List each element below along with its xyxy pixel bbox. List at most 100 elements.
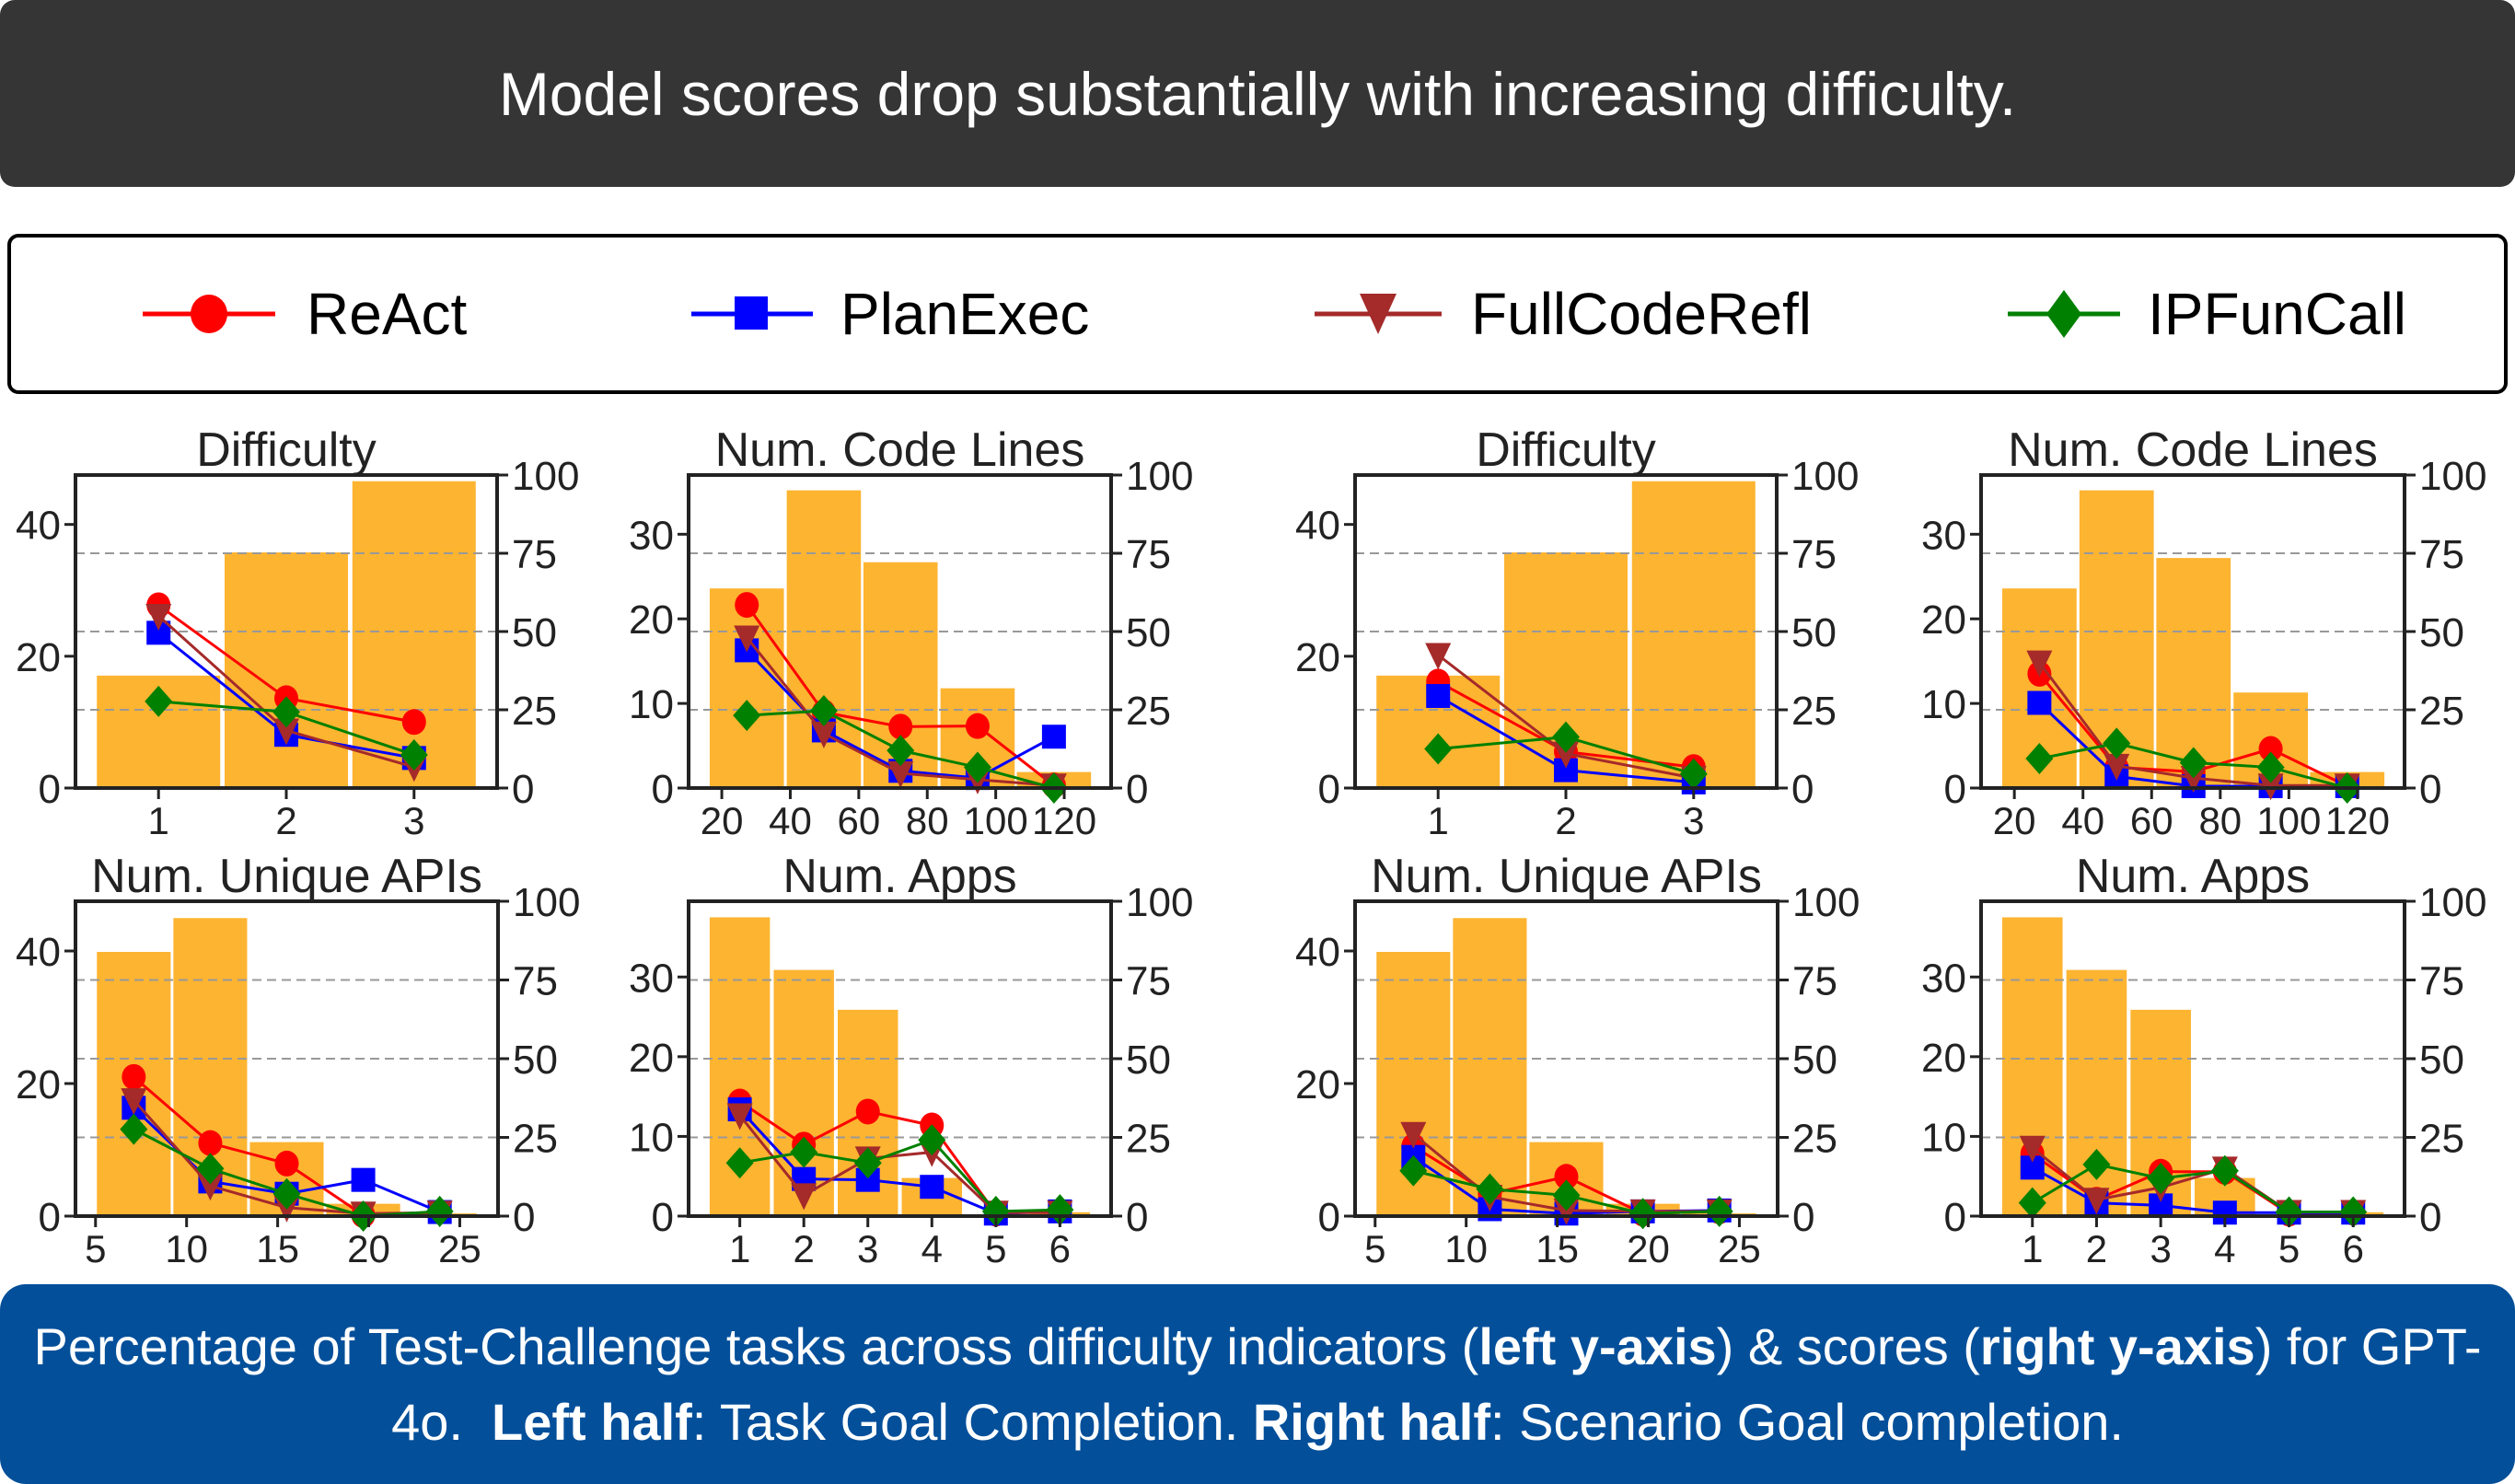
y-right-tick-label: 25: [2419, 1117, 2464, 1162]
data-point-ipfuncall: [2339, 1196, 2368, 1228]
data-point-ipfuncall: [809, 695, 838, 727]
y-left-tick-label: 0: [1944, 1195, 1966, 1240]
y-left-tick-label: 0: [1318, 1195, 1340, 1240]
caption-segment: : Scenario Goal completion.: [1490, 1392, 2124, 1451]
subplot-4: Num. Code Lines 0 10 20 30 0 25 50 75 100 20 40 60 80…: [1921, 423, 2486, 842]
x-tick-label: 60: [838, 799, 881, 842]
y-right-tick-label: 25: [512, 689, 557, 734]
subplot-1: Difficulty 0 20 40 0 25 50 75 100 1 2 3: [16, 423, 579, 842]
data-point-fullcoderefl: [197, 1174, 224, 1201]
y-right-tick-label: 50: [512, 610, 557, 655]
data-point-ipfuncall: [120, 1113, 148, 1145]
data-point-ipfuncall: [1679, 758, 1708, 790]
x-tick-label: 80: [2198, 799, 2242, 842]
x-tick-label: 15: [1536, 1227, 1579, 1270]
data-point-ipfuncall: [2179, 747, 2208, 779]
y-right-tick-label: 50: [1126, 610, 1171, 655]
data-point-react: [888, 713, 913, 740]
subplot-title: Num. Unique APIs: [1371, 850, 1762, 903]
data-point-planexec: [1041, 725, 1066, 749]
y-right-tick-label: 0: [1126, 1195, 1148, 1240]
y-right-tick-label: 100: [512, 454, 579, 499]
data-point-ipfuncall: [2147, 1162, 2175, 1194]
caption-segment: : Task Goal Completion.: [691, 1392, 1253, 1451]
x-tick-label: 2: [1555, 799, 1576, 842]
x-tick-label: 80: [906, 799, 949, 842]
data-point-planexec: [2027, 690, 2052, 715]
y-left-tick-label: 40: [1295, 504, 1340, 549]
y-right-tick-label: 100: [1126, 880, 1193, 925]
x-tick-label: 5: [85, 1227, 106, 1270]
y-right-tick-label: 50: [2419, 1038, 2464, 1083]
data-point-fullcoderefl: [2083, 1188, 2110, 1215]
y-right-tick-label: 50: [1792, 1038, 1837, 1083]
x-tick-label: 15: [256, 1227, 299, 1270]
y-right-tick-label: 25: [1126, 1117, 1171, 1162]
y-right-tick-label: 75: [512, 532, 557, 577]
bar: [350, 479, 478, 789]
subplot-7: Num. Unique APIs 0 20 40 0 25 50 75 100 5 10 15 20 25: [1295, 850, 1860, 1270]
data-point-fullcoderefl: [145, 604, 172, 631]
y-right-tick-label: 100: [1791, 454, 1859, 499]
subplot-title: Num. Code Lines: [715, 423, 1085, 477]
data-point-ipfuncall: [1552, 1179, 1581, 1212]
data-point-fullcoderefl: [121, 1088, 147, 1116]
x-tick-label: 5: [2278, 1227, 2300, 1270]
data-point-ipfuncall: [981, 1195, 1010, 1227]
x-tick-label: 3: [1683, 799, 1704, 842]
data-point-fullcoderefl: [1425, 643, 1452, 670]
data-point-ipfuncall: [1628, 1198, 1657, 1230]
x-tick-label: 25: [1718, 1227, 1761, 1270]
y-right-tick-label: 75: [1126, 959, 1171, 1004]
data-point-ipfuncall: [918, 1124, 946, 1156]
data-point-react: [2258, 736, 2283, 762]
caption-segment: ) for GPT-4o.: [391, 1316, 2482, 1451]
bar: [1451, 916, 1529, 1218]
data-point-ipfuncall: [2018, 1187, 2046, 1219]
data-point-ipfuncall: [887, 735, 915, 767]
y-right-tick-label: 0: [1791, 767, 1814, 812]
data-point-ipfuncall: [1399, 1154, 1428, 1187]
y-left-tick-label: 20: [1921, 597, 1966, 643]
y-left-tick-label: 20: [16, 635, 61, 680]
x-tick-label: 40: [769, 799, 812, 842]
x-tick-label: 20: [1993, 799, 2036, 842]
data-point-ipfuncall: [196, 1153, 225, 1185]
y-right-tick-label: 25: [1791, 689, 1837, 734]
subplot-3: Difficulty 0 20 40 0 25 50 75 100 1 2 3: [1295, 423, 1859, 842]
data-point-fullcoderefl: [1553, 741, 1579, 769]
data-point-ipfuncall: [2025, 743, 2054, 775]
data-point-ipfuncall: [2103, 727, 2131, 759]
caption-segment: ) & scores (: [1716, 1316, 1980, 1375]
x-tick-label: 100: [2256, 799, 2321, 842]
subplot-title: Num. Code Lines: [2008, 423, 2378, 477]
subplot-title: Num. Apps: [782, 850, 1016, 903]
x-tick-label: 6: [2343, 1227, 2364, 1270]
x-tick-label: 20: [347, 1227, 390, 1270]
data-point-ipfuncall: [1424, 733, 1453, 765]
data-point-ipfuncall: [2082, 1148, 2111, 1180]
header-banner: Model scores drop substantially with inc…: [0, 0, 2515, 187]
legend-marker-circle-icon: [143, 295, 275, 333]
y-right-tick-label: 0: [1126, 767, 1148, 812]
y-left-tick-label: 0: [39, 767, 61, 812]
data-point-ipfuncall: [1705, 1195, 1733, 1227]
y-left-tick-label: 10: [629, 1115, 674, 1160]
x-tick-label: 2: [2086, 1227, 2107, 1270]
y-left-tick-label: 30: [629, 956, 674, 1001]
y-right-tick-label: 75: [1791, 532, 1837, 577]
y-right-tick-label: 75: [2419, 532, 2464, 577]
x-tick-label: 5: [1364, 1227, 1385, 1270]
y-left-tick-label: 0: [1318, 767, 1340, 812]
legend-marker-square-icon: [691, 296, 813, 330]
x-tick-label: 1: [2022, 1227, 2043, 1270]
y-left-tick-label: 10: [1921, 682, 1966, 727]
data-point-react: [855, 1098, 880, 1125]
y-right-tick-label: 50: [1791, 610, 1837, 655]
data-point-fullcoderefl: [726, 1103, 753, 1130]
legend-item-ipfuncall: IPFunCall: [2004, 238, 2406, 390]
x-tick-label: 4: [2214, 1227, 2235, 1270]
data-point-ipfuncall: [725, 1147, 754, 1179]
subplot-2: Num. Code Lines 0 10 20 30 0 25 50 75 100 20 40 60 80…: [629, 423, 1193, 842]
y-right-tick-label: 0: [1792, 1195, 1814, 1240]
